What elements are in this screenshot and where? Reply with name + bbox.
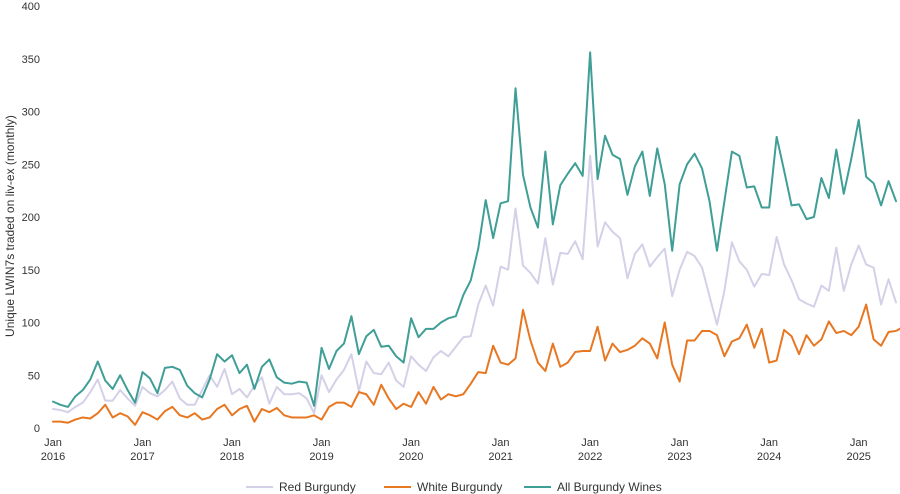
y-tick-label: 250 — [22, 159, 40, 171]
x-tick-year: 2025 — [846, 451, 870, 463]
x-tick-month: Jan — [760, 437, 778, 449]
x-tick: Jan 2023 — [667, 437, 691, 463]
series-layer — [52, 51, 900, 426]
y-tick-label: 150 — [22, 265, 40, 277]
legend-item: All Burgundy Wines — [524, 480, 662, 494]
x-tick-month: Jan — [223, 437, 241, 449]
x-tick-month: Jan — [581, 437, 599, 449]
y-tick-label: 100 — [22, 318, 40, 330]
x-tick-month: Jan — [134, 437, 152, 449]
x-tick-month: Jan — [44, 437, 62, 449]
y-tick-label: 350 — [22, 54, 40, 66]
legend-label: Red Burgundy — [279, 480, 356, 494]
legend: Red Burgundy White Burgundy All Burgundy W… — [246, 480, 662, 494]
y-axis-title: Unique LWIN7s traded on liv-ex (monthly) — [3, 115, 17, 337]
x-tick-year: 2024 — [757, 451, 781, 463]
x-tick-month: Jan — [492, 437, 510, 449]
x-tick-month: Jan — [671, 437, 689, 449]
y-tick-label: 200 — [22, 212, 40, 224]
x-tick-year: 2018 — [220, 451, 244, 463]
x-tick-year: 2019 — [309, 451, 333, 463]
x-tick-month: Jan — [850, 437, 868, 449]
y-tick-label: 50 — [28, 370, 40, 382]
series-line-all-burgundy-wines — [52, 51, 897, 408]
x-tick-year: 2017 — [130, 451, 154, 463]
series-line-red-burgundy — [52, 154, 897, 415]
x-tick: Jan 2021 — [488, 437, 512, 463]
y-tick-label: 400 — [22, 1, 40, 13]
x-tick: Jan 2025 — [846, 437, 870, 463]
x-tick: Jan 2018 — [220, 437, 244, 463]
x-tick: Jan 2020 — [399, 437, 423, 463]
legend-item: White Burgundy — [384, 480, 502, 494]
legend-label: All Burgundy Wines — [557, 480, 662, 494]
x-tick-year: 2016 — [41, 451, 65, 463]
series-line-white-burgundy — [52, 303, 900, 426]
y-tick-label: 300 — [22, 107, 40, 119]
y-tick-label: 0 — [34, 423, 40, 435]
x-tick-month: Jan — [402, 437, 420, 449]
x-tick: Jan 2024 — [757, 437, 781, 463]
x-tick-year: 2020 — [399, 451, 423, 463]
x-tick: Jan 2017 — [130, 437, 154, 463]
y-axis-ticks: 0 50 100 150 200 250 300 350 400 — [22, 1, 40, 435]
x-tick-month: Jan — [313, 437, 331, 449]
x-tick: Jan 2019 — [309, 437, 333, 463]
legend-label: White Burgundy — [417, 480, 502, 494]
x-tick: Jan 2022 — [578, 437, 602, 463]
legend-item: Red Burgundy — [246, 480, 356, 494]
x-tick-year: 2023 — [667, 451, 691, 463]
x-tick-year: 2022 — [578, 451, 602, 463]
x-tick-year: 2021 — [488, 451, 512, 463]
x-axis-ticks: Jan 2016 Jan 2017 Jan 2018 Jan 2019 Jan 2020 Jan 20… — [41, 437, 871, 463]
x-tick: Jan 2016 — [41, 437, 65, 463]
